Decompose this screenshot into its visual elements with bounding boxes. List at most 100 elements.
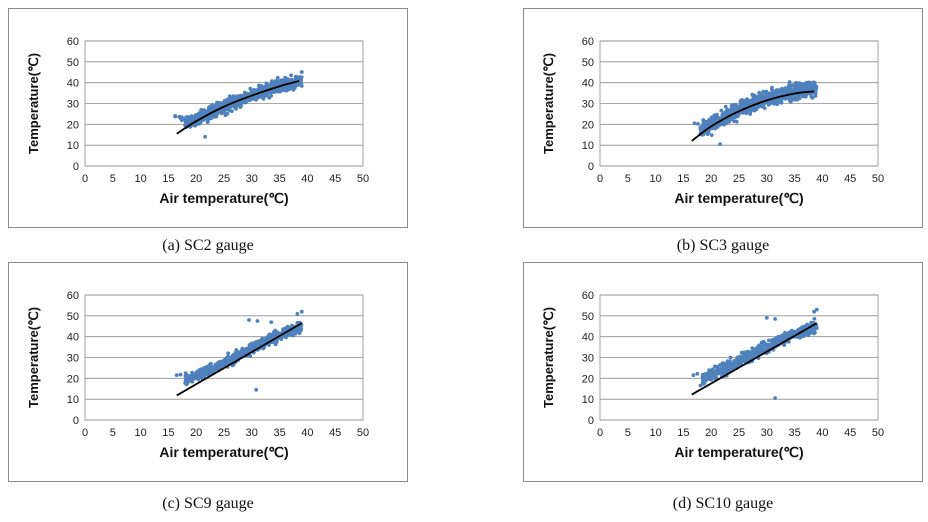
- data-point: [275, 75, 280, 80]
- x-tick-label: 5: [625, 173, 631, 185]
- x-tick-label: 30: [246, 173, 258, 185]
- x-tick-label: 10: [134, 427, 146, 439]
- x-tick-label: 45: [844, 173, 856, 185]
- data-point: [776, 336, 780, 341]
- data-point: [746, 353, 750, 358]
- data-point: [203, 134, 208, 139]
- data-point: [709, 377, 714, 382]
- data-point: [205, 369, 209, 374]
- x-tick-label: 15: [677, 173, 689, 185]
- data-point: [728, 109, 732, 114]
- data-point: [800, 83, 805, 88]
- data-point: [238, 101, 243, 106]
- data-point: [186, 374, 191, 378]
- x-axis-label: Air temperature(℃): [159, 444, 288, 460]
- data-point: [704, 378, 709, 383]
- data-point: [231, 96, 236, 100]
- data-point: [706, 131, 711, 136]
- x-tick-label: 15: [162, 427, 174, 439]
- data-point: [283, 85, 288, 90]
- x-tick-label: 5: [110, 173, 116, 185]
- data-point: [185, 381, 190, 386]
- data-point: [194, 122, 199, 127]
- data-point: [255, 343, 260, 347]
- data-point: [248, 354, 253, 358]
- data-point: [789, 83, 794, 88]
- x-tick-label: 40: [301, 427, 313, 439]
- y-tick-label: 60: [582, 36, 594, 48]
- x-tick-label: 15: [677, 427, 689, 439]
- y-tick-label: 20: [67, 119, 79, 131]
- data-point: [173, 114, 178, 118]
- data-point: [290, 323, 294, 328]
- x-tick-label: 25: [733, 427, 745, 439]
- data-point: [226, 351, 231, 356]
- y-tick-label: 60: [67, 36, 79, 48]
- data-point: [254, 96, 258, 100]
- data-point: [283, 76, 288, 81]
- data-point: [196, 369, 200, 373]
- data-point: [779, 87, 784, 91]
- data-point: [187, 119, 192, 124]
- data-point: [212, 364, 217, 369]
- y-tick-label: 10: [67, 394, 79, 406]
- data-point: [707, 368, 711, 373]
- data-point: [294, 328, 298, 333]
- data-point: [253, 345, 257, 350]
- chart-panel-sc2: 0 10 20 30 40 50 60 0 5 10 15 20 25 30 35 40 45 50 Air tem…: [8, 8, 408, 228]
- data-point: [206, 118, 210, 123]
- data-point: [802, 86, 807, 91]
- data-point: [200, 372, 205, 376]
- x-tick-label: 30: [761, 173, 773, 185]
- data-point: [722, 368, 727, 373]
- data-point: [738, 100, 743, 104]
- data-point: [708, 374, 713, 378]
- y-tick-label: 30: [582, 99, 594, 111]
- data-point: [752, 347, 757, 352]
- plot-area: [84, 40, 364, 167]
- data-point: [174, 373, 179, 378]
- x-tick-label: 0: [597, 427, 603, 439]
- data-point: [233, 356, 238, 360]
- data-point: [749, 352, 754, 357]
- data-point: [707, 122, 712, 127]
- data-point: [297, 76, 301, 80]
- data-point: [761, 95, 766, 100]
- data-point: [713, 375, 718, 379]
- scatter-chart-sc9: 0 10 20 30 40 50 60 0 5 10 15 20 25 30 35 40 45 50 Air tem…: [8, 262, 408, 482]
- x-tick-label: 25: [733, 173, 745, 185]
- data-point: [209, 361, 213, 366]
- x-tick-label: 5: [110, 427, 116, 439]
- x-axis-label: Air temperature(℃): [159, 190, 288, 206]
- data-point: [289, 78, 293, 83]
- chart-panel-sc3: 0 10 20 30 40 50 60 0 5 10 15 20 25 30 35 40 45 50 Air tem…: [523, 8, 923, 228]
- data-point: [791, 89, 796, 93]
- data-point: [772, 341, 777, 346]
- data-point: [783, 332, 788, 337]
- data-point: [758, 94, 762, 99]
- data-point: [273, 332, 278, 337]
- data-point: [731, 364, 735, 369]
- data-point: [750, 98, 755, 103]
- x-tick-label: 20: [705, 173, 717, 185]
- data-point: [810, 96, 815, 100]
- data-point: [813, 89, 818, 94]
- trend-line: [691, 90, 815, 142]
- data-point: [812, 309, 816, 314]
- data-point: [718, 363, 722, 368]
- plot-area: [84, 294, 364, 421]
- y-axis-label: Temperature(℃): [26, 307, 41, 408]
- data-point: [779, 100, 784, 105]
- chart-panel-sc9: 0 10 20 30 40 50 60 0 5 10 15 20 25 30 35 40 45 50 Air tem…: [8, 262, 408, 482]
- y-tick-label: 10: [582, 394, 594, 406]
- x-tick-label: 0: [82, 173, 88, 185]
- data-point: [743, 354, 748, 358]
- data-point: [717, 370, 722, 374]
- data-point: [701, 372, 705, 377]
- trend-line: [691, 322, 818, 396]
- x-tick-label: 50: [357, 173, 369, 185]
- data-point: [793, 85, 798, 90]
- x-tick-label: 40: [816, 427, 828, 439]
- data-point: [813, 94, 818, 98]
- x-tick-label: 50: [357, 427, 369, 439]
